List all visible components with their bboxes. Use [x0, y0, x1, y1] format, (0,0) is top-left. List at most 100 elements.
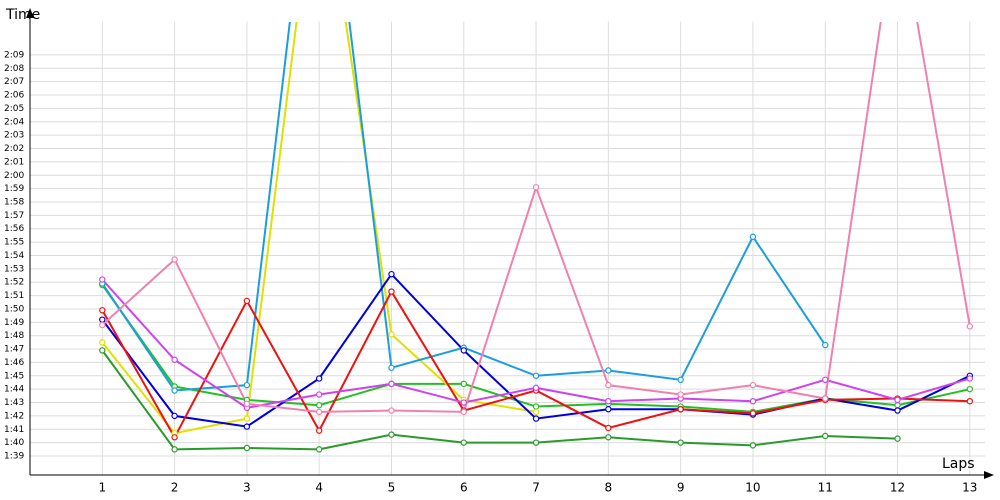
point: [749, 381, 757, 389]
point: [532, 184, 540, 191]
point: [99, 307, 106, 314]
point: [460, 380, 467, 388]
y-tick-label: 2:08: [4, 64, 24, 74]
y-tick-label: 2:05: [4, 104, 24, 114]
point: [677, 439, 684, 446]
point: [532, 415, 540, 422]
x-tick-label: 9: [677, 481, 685, 495]
y-tick-label: 1:54: [4, 251, 24, 261]
point: [243, 297, 251, 305]
point: [605, 434, 612, 441]
point: [677, 376, 684, 384]
y-tick-label: 2:00: [4, 171, 24, 181]
y-tick-label: 1:51: [4, 291, 24, 301]
point: [532, 384, 540, 392]
point: [99, 321, 106, 329]
point: [605, 381, 612, 389]
x-tick-label: 11: [818, 481, 833, 495]
y-tick-label: 1:47: [4, 345, 24, 355]
point: [388, 288, 395, 295]
point: [388, 407, 395, 414]
point: [749, 397, 757, 405]
point: [243, 381, 251, 389]
point: [171, 356, 178, 363]
point: [749, 233, 757, 240]
point: [388, 431, 395, 438]
point: [532, 408, 540, 416]
point: [99, 316, 106, 323]
point: [243, 415, 251, 422]
point: [388, 270, 395, 278]
y-tick-label: 1:39: [4, 452, 24, 462]
x-tick-label: 3: [243, 481, 251, 495]
point: [749, 442, 757, 449]
y-tick-label: 1:45: [4, 371, 24, 381]
point: [243, 444, 251, 452]
x-tick-label: 2: [171, 481, 179, 495]
point: [243, 400, 251, 408]
point: [966, 385, 974, 393]
point: [315, 391, 323, 398]
point: [171, 256, 178, 263]
y-tick-label: 1:52: [4, 278, 24, 288]
y-tick-label: 1:43: [4, 398, 24, 408]
point: [99, 347, 106, 354]
x-tick-label: 4: [315, 481, 323, 495]
y-tick-label: 1:42: [4, 411, 24, 421]
y-tick-label: 1:57: [4, 211, 24, 221]
y-tick-label: 1:55: [4, 238, 24, 248]
point: [460, 347, 467, 354]
point: [460, 399, 467, 406]
point: [315, 408, 323, 416]
y-tick-label: 2:01: [4, 157, 24, 167]
y-tick-label: 1:53: [4, 264, 24, 274]
point: [315, 375, 323, 382]
x-tick-label: 7: [532, 481, 540, 495]
y-tick-label: 1:58: [4, 197, 24, 207]
x-axis-arrow: [984, 471, 994, 479]
y-tick-label: 2:06: [4, 91, 24, 101]
x-axis-label: Laps: [942, 456, 975, 472]
x-tick-label: 8: [605, 481, 613, 495]
y-tick-label: 1:56: [4, 224, 24, 234]
point: [460, 439, 467, 446]
point: [460, 408, 467, 416]
y-tick-label: 2:02: [4, 144, 24, 154]
y-tick-label: 1:59: [4, 184, 24, 194]
y-tick-label: 1:46: [4, 358, 24, 368]
y-tick-label: 1:40: [4, 438, 24, 448]
x-tick-label: 13: [962, 481, 977, 495]
y-axis-label: Time: [5, 7, 40, 23]
point: [677, 391, 684, 398]
point: [605, 406, 612, 413]
x-tick-label: 6: [460, 481, 468, 495]
x-tick-label: 5: [388, 481, 396, 495]
point: [605, 397, 612, 405]
point: [315, 402, 323, 409]
series-line: [101, 349, 898, 451]
point: [822, 341, 829, 349]
y-tick-label: 1:48: [4, 331, 24, 341]
point: [171, 387, 178, 394]
point: [749, 410, 757, 417]
point: [388, 331, 395, 338]
y-tick-label: 2:07: [4, 77, 24, 87]
point: [966, 323, 974, 330]
point: [894, 407, 901, 414]
x-tick-label: 12: [890, 481, 905, 495]
point: [822, 376, 829, 384]
point: [894, 435, 901, 442]
point: [822, 432, 829, 440]
point: [99, 339, 106, 346]
point: [605, 424, 612, 432]
y-axis-arrow: [26, 8, 34, 18]
point: [532, 439, 540, 446]
point: [171, 434, 178, 441]
y-tick-label: 2:04: [4, 117, 24, 127]
point: [171, 412, 178, 420]
point: [315, 427, 323, 434]
point: [315, 446, 323, 453]
point: [822, 395, 829, 402]
point: [388, 364, 395, 371]
